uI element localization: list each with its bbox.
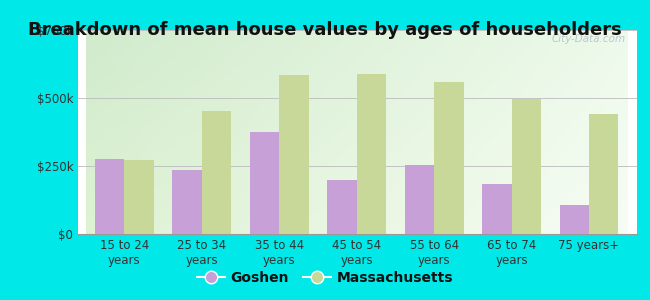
Bar (589, 114, 618, 234)
Bar (328, 180, 357, 234)
Bar (357, 74, 386, 234)
Bar (95, 159, 124, 234)
Legend: Goshen, Massachusetts: Goshen, Massachusetts (192, 265, 458, 290)
Bar (280, 75, 309, 234)
Bar (124, 160, 154, 234)
Bar (405, 165, 434, 234)
Bar (512, 99, 541, 234)
Text: City-Data.com: City-Data.com (552, 34, 626, 44)
Bar (250, 132, 280, 234)
Bar (560, 206, 589, 234)
Bar (202, 111, 231, 234)
Text: Breakdown of mean house values by ages of householders: Breakdown of mean house values by ages o… (28, 21, 622, 39)
Bar (434, 82, 463, 234)
Bar (482, 184, 512, 234)
Bar (172, 169, 202, 234)
